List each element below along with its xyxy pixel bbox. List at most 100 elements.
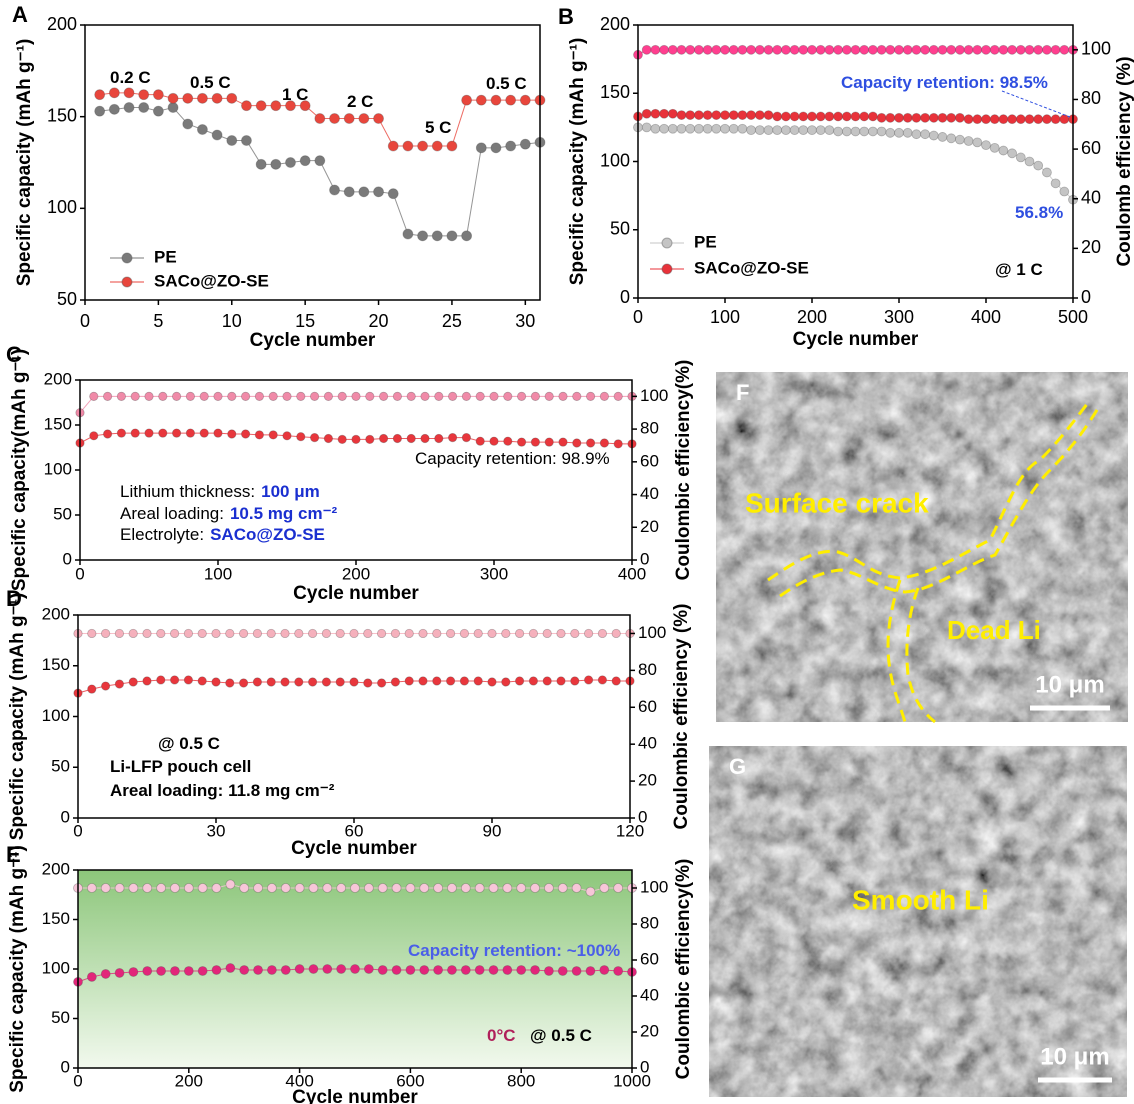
data-point [241, 430, 249, 438]
data-point [109, 88, 119, 98]
image-annotation: Surface crack [745, 487, 929, 518]
x-tick-label: 0 [73, 1071, 82, 1090]
sem-image [716, 372, 1128, 722]
panel-label: D [6, 586, 22, 611]
data-point [1042, 168, 1051, 177]
legend-marker [122, 277, 132, 287]
data-point [938, 45, 947, 54]
y-tick-label: 50 [53, 504, 72, 523]
data-point [825, 45, 834, 54]
annotation: 0.2 C [110, 68, 151, 87]
data-point [433, 677, 441, 685]
y2-tick-label: 20 [638, 771, 657, 790]
data-point [938, 113, 947, 122]
data-point [921, 45, 930, 54]
data-point [407, 434, 415, 442]
x-tick-label: 0 [75, 564, 84, 583]
data-point [729, 111, 738, 120]
data-point [101, 969, 110, 978]
annotation: 0°C [487, 1026, 516, 1045]
y-tick-label: 200 [47, 14, 77, 34]
data-point [877, 45, 886, 54]
data-point [364, 629, 372, 637]
data-point [502, 629, 510, 637]
data-point [267, 678, 275, 686]
data-point [406, 965, 415, 974]
annotation-text: Areal loading: [120, 504, 224, 523]
data-point [364, 679, 372, 687]
y2-tick-label: 80 [640, 913, 659, 932]
data-point [153, 90, 163, 100]
data-point [447, 965, 456, 974]
data-point [947, 134, 956, 143]
data-point [842, 45, 851, 54]
data-point [212, 884, 221, 893]
data-point [515, 629, 523, 637]
data-point [145, 429, 153, 437]
data-point [421, 392, 429, 400]
legend-label: PE [154, 247, 177, 266]
annotation-text: Capacity retention: 98.5% [841, 73, 1048, 92]
data-point [557, 629, 565, 637]
data-point [271, 159, 281, 169]
data-point [921, 130, 930, 139]
data-point [226, 880, 235, 889]
data-point [517, 438, 525, 446]
annotation-text: 0.2 C [110, 68, 151, 87]
data-point [515, 677, 523, 685]
data-point [1008, 149, 1017, 158]
data-point [755, 45, 764, 54]
data-point [586, 392, 594, 400]
data-point [139, 90, 149, 100]
data-point [350, 678, 358, 686]
y-axis-title: Specific capacity(mAh g⁻¹) [9, 349, 30, 591]
data-point [860, 45, 869, 54]
data-point [1051, 179, 1060, 188]
panel-label: E [6, 842, 21, 867]
data-point [310, 392, 318, 400]
y-tick-label: 200 [600, 14, 630, 34]
data-point [285, 158, 295, 168]
data-point [1042, 45, 1051, 54]
data-point [228, 392, 236, 400]
data-point [544, 966, 553, 975]
data-point [929, 113, 938, 122]
y2-axis-title: Coulombic efficiency(%) [673, 360, 694, 581]
data-point [721, 111, 730, 120]
data-point [115, 884, 124, 893]
data-point [310, 433, 318, 441]
data-point [651, 45, 660, 54]
data-point [212, 965, 221, 974]
data-point [543, 629, 551, 637]
data-point [184, 884, 193, 893]
data-point [323, 884, 332, 893]
data-point [677, 45, 686, 54]
annotation: 0.5 C [486, 74, 527, 93]
data-point [816, 112, 825, 121]
data-point [614, 392, 622, 400]
data-point [295, 965, 304, 974]
data-point [256, 159, 266, 169]
data-point [212, 678, 220, 686]
annotation-text: 56.8% [1015, 203, 1063, 222]
data-point [614, 440, 622, 448]
data-point [297, 433, 305, 441]
data-point [600, 884, 609, 893]
data-point [159, 392, 167, 400]
data-point [447, 231, 457, 241]
data-point [598, 629, 606, 637]
y-tick-label: 200 [42, 859, 70, 878]
data-point [388, 189, 398, 199]
data-point [955, 45, 964, 54]
data-point [184, 676, 192, 684]
data-point [374, 114, 384, 124]
data-point [642, 123, 651, 132]
data-point [295, 678, 303, 686]
data-point [947, 113, 956, 122]
data-point [668, 109, 677, 118]
data-point [95, 106, 105, 116]
data-point [860, 112, 869, 121]
data-point [712, 124, 721, 133]
data-point [95, 90, 105, 100]
data-point [955, 113, 964, 122]
